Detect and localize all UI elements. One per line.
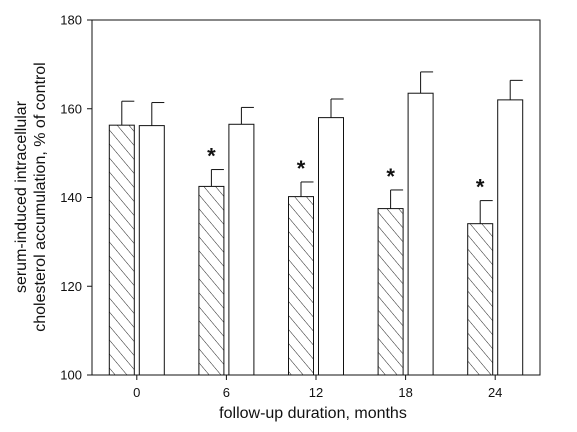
bar-hatched-18 xyxy=(377,208,404,376)
significance-star-6: * xyxy=(207,144,216,169)
y-axis-title-line1: serum-induced intracellular xyxy=(13,100,30,293)
x-tick-label-12: 12 xyxy=(309,385,323,400)
significance-markers-layer: * * * * xyxy=(207,144,485,200)
bar-open-18 xyxy=(407,92,434,376)
error-bars-layer xyxy=(121,71,523,224)
bars-layer xyxy=(108,92,524,376)
bar-open-0 xyxy=(138,125,165,376)
significance-star-18: * xyxy=(386,164,395,189)
axes-layer: 0 6 12 18 24 100 120 140 160 180 xyxy=(60,13,541,400)
y-tick-label-120: 120 xyxy=(60,279,82,294)
y-tick-label-140: 140 xyxy=(60,190,82,205)
significance-star-12: * xyxy=(297,156,306,181)
bar-hatched-12 xyxy=(288,196,314,376)
y-tick-label-180: 180 xyxy=(60,13,82,28)
bar-open-6 xyxy=(228,123,255,376)
plot-frame xyxy=(91,19,541,376)
x-tick-label-18: 18 xyxy=(398,385,412,400)
y-axis-title-line2: cholesterol accumulation, % of control xyxy=(32,62,49,331)
bar-hatched-24 xyxy=(467,223,494,376)
x-tick-label-24: 24 xyxy=(488,385,502,400)
bar-hatched-6 xyxy=(198,185,225,376)
significance-star-24: * xyxy=(476,175,485,200)
bar-hatched-0 xyxy=(108,124,135,376)
labels-layer: follow-up duration, months serum-induced… xyxy=(13,62,407,422)
bar-open-24 xyxy=(497,99,524,376)
bar-open-12 xyxy=(318,117,344,376)
x-tick-label-0: 0 xyxy=(133,385,140,400)
y-tick-label-100: 100 xyxy=(60,368,82,383)
x-axis-title: follow-up duration, months xyxy=(219,405,407,422)
x-tick-label-6: 6 xyxy=(223,385,230,400)
y-tick-label-160: 160 xyxy=(60,101,82,116)
